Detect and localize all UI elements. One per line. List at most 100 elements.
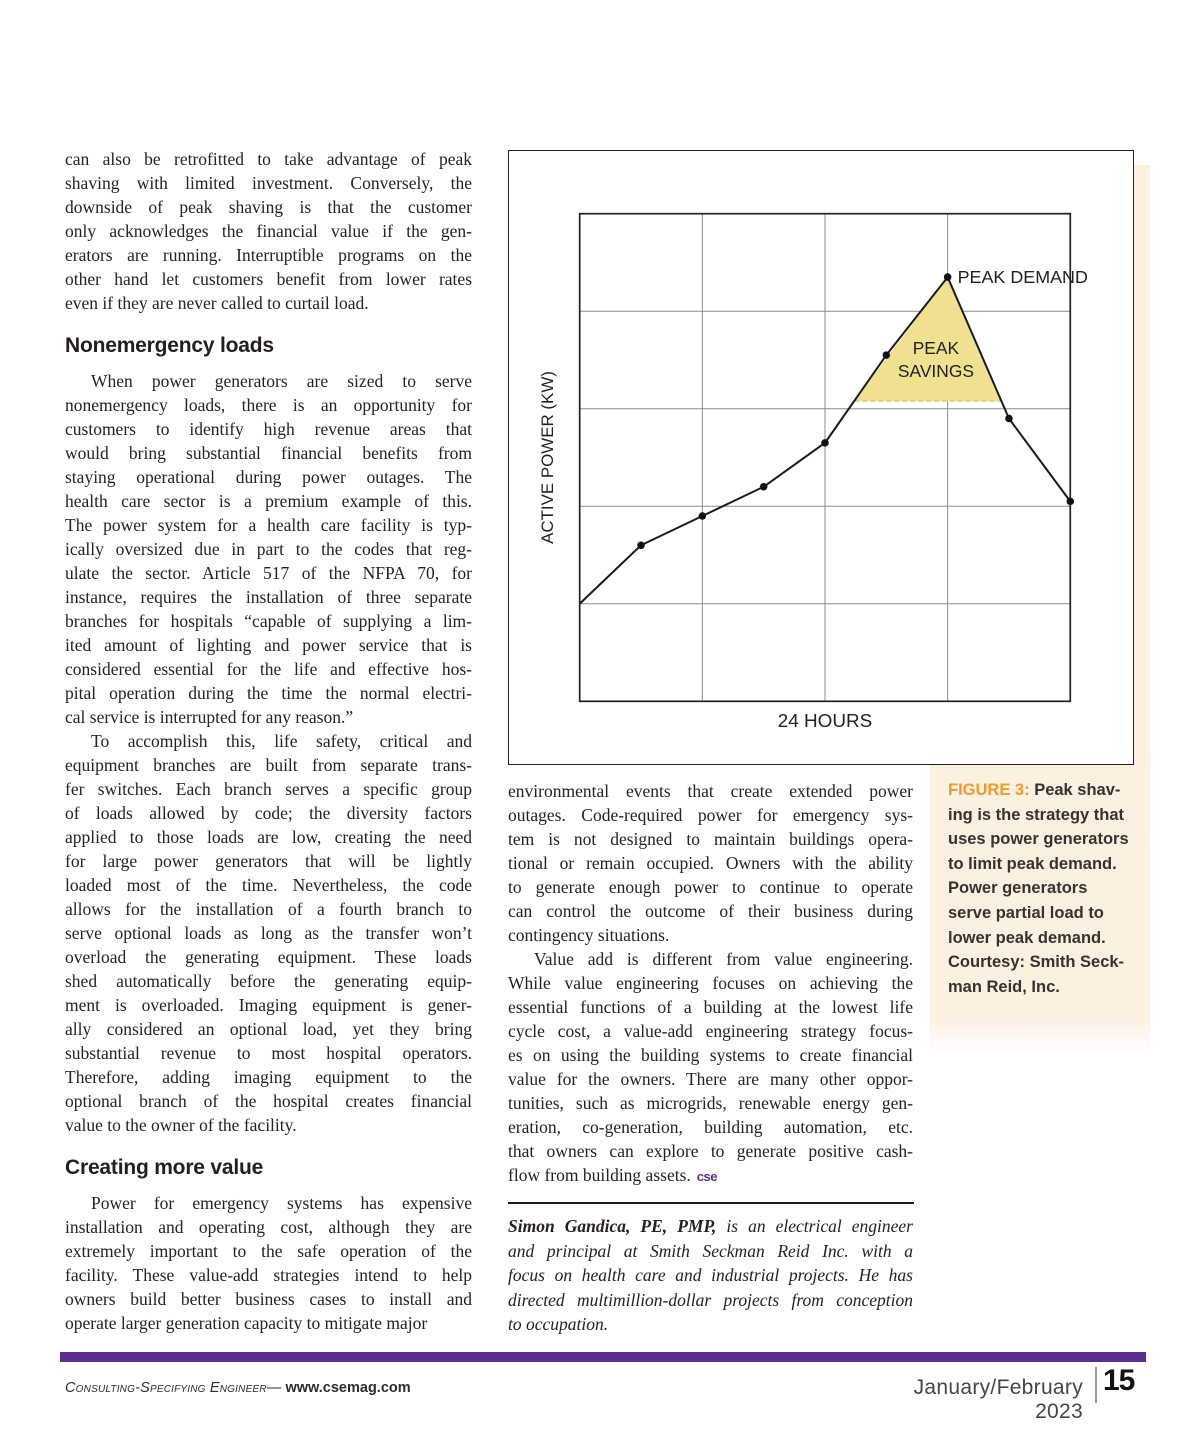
footer-divider [1095,1367,1097,1403]
text-line: Value add is different from value engine… [534,949,913,969]
bio-line: to occupation. [508,1314,609,1335]
data-point [698,512,707,520]
text-line: health care sector is a premium example … [65,491,472,511]
text-line: contingency situations. [508,925,670,945]
text-line: optional branch of the hospital creates … [65,1091,472,1111]
text-line: ically oversized due in part to the code… [65,539,472,559]
peak-savings-label-line2: SAVINGS [898,361,974,381]
text-line: Therefore, adding imaging equipment to t… [65,1067,472,1087]
data-point [1066,497,1075,506]
text-line: facility. These value-add strategies int… [65,1265,472,1285]
middle-column: environmental events that create extende… [508,779,913,1187]
text-line: loaded most of the time. Nevertheless, t… [65,875,472,895]
data-point [943,273,952,281]
text-line: branches for hospitals “capable of suppl… [65,611,472,631]
caption-line: serve partial load to [948,903,1104,922]
caption-line: lower peak demand. [948,928,1106,947]
footer-magazine: Consulting-Specifying Engineer— www.csem… [65,1380,411,1396]
text-line: substantial revenue to most hospital ope… [65,1043,472,1063]
text-line: other hand let customers benefit from lo… [65,269,472,289]
text-line: owners build better business cases to in… [65,1289,472,1309]
data-point [1005,414,1013,423]
text-line: customers to identify high revenue areas… [65,419,472,439]
figure-caption: FIGURE 3: Peak shav-ing is the strategy … [948,778,1140,999]
caption-line: Courtesy: Smith Seck- [948,953,1125,972]
paragraph: Power for emergency systems has expensiv… [65,1191,472,1335]
paragraph: can also be retrofitted to take advantag… [65,147,472,315]
text-line: fer switches. Each branch serves a speci… [65,779,472,799]
data-point [637,541,645,550]
caption-line: FIGURE 3: Peak shav- [948,781,1121,799]
caption-line: ing is the strategy that [948,805,1125,824]
text-line: essential functions of a building at the… [508,997,913,1017]
text-line: flow from building assets. cse [508,1165,717,1185]
text-line: considered essential for the life and ef… [65,659,472,679]
paragraph: environmental events that create extende… [508,779,913,947]
data-point [759,482,768,491]
text-line: When power generators are sized to serve [91,371,472,391]
left-column: can also be retrofitted to take advantag… [65,147,472,1335]
magazine-url: www.csemag.com [285,1380,411,1396]
paragraph: When power generators are sized to serve… [65,369,472,729]
text-line: While value engineering focuses on achie… [508,973,913,993]
caption-line: man Reid, Inc. [948,977,1060,996]
figure-3-chart: PEAK DEMAND PEAK SAVINGS 24 HOURS ACTIVE POW… [508,150,1134,765]
text-line: equipment branches are built from separa… [65,755,472,775]
bio-line: directed multimillion-dollar projects fr… [508,1289,913,1310]
peak-shaving-chart: PEAK DEMAND PEAK SAVINGS 24 HOURS ACTIVE POW… [538,212,1088,732]
peak-savings-area [854,277,1002,401]
text-line: ited amount of lighting and power servic… [65,635,472,655]
text-line: shaving with limited investment. Convers… [65,173,472,193]
caption-line: Power generators [948,879,1088,898]
caption-line: uses power generators [948,830,1129,849]
page-number: 15 [1103,1364,1135,1397]
caption-line: to limit peak demand. [948,854,1117,873]
text-line: erators are running. Interruptible progr… [65,245,472,265]
text-line: can control the outcome of their busines… [508,901,913,921]
paragraph: Value add is different from value engine… [508,947,913,1187]
text-line: value for the owners. There are many oth… [508,1069,913,1089]
peak-savings-label-line1: PEAK [913,338,960,358]
text-line: operate larger generation capacity to mi… [65,1313,428,1333]
magazine-name: Consulting-Specifying Engineer— [65,1380,282,1396]
x-axis-label: 24 HOURS [778,711,872,732]
section-heading: Nonemergency loads [65,334,274,357]
text-line: allows for the installation of a fourth … [65,899,472,919]
bio-line: and principal at Smith Seckman Reid Inc.… [508,1240,913,1261]
author-bio: Simon Gandica, PE, PMP, is an electrical… [508,1214,913,1337]
figure-label: FIGURE 3: [948,781,1035,799]
issue-date: January/February 2023 [913,1376,1083,1423]
text-line: environmental events that create extende… [508,781,913,801]
text-line: tem is not designed to maintain building… [508,829,913,849]
text-line: can also be retrofitted to take advantag… [65,149,472,169]
text-line: The power system for a health care facil… [65,515,472,535]
text-line: tional or remain occupied. Owners with t… [508,853,913,873]
text-line: even if they are never called to curtail… [65,293,369,313]
text-line: tunities, such as microgrids, renewable … [508,1093,913,1113]
text-line: To accomplish this, life safety, critica… [91,731,472,751]
text-line: shed automatically before the generating… [65,971,472,991]
text-line: serve optional loads as long as the tran… [65,923,472,943]
text-line: would bring substantial financial benefi… [65,443,472,463]
text-line: ally considered an optional load, yet th… [65,1019,472,1039]
data-point [821,439,829,447]
plot-border [578,212,1072,703]
y-axis-label: ACTIVE POWER (KW) [538,371,557,544]
text-line: pital operation during the time the norm… [65,683,472,703]
text-line: that owners can explore to generate posi… [508,1141,913,1161]
peak-demand-label: PEAK DEMAND [958,267,1088,287]
text-line: applied to those loads are low, creating… [65,827,472,847]
text-line: outages. Code-required power for emergen… [508,805,913,825]
bio-line: focus on health care and industrial proj… [508,1265,913,1286]
text-line: ment is overloaded. Imaging equipment is… [65,995,472,1015]
bio-divider [508,1202,914,1204]
text-line: nonemergency loads, there is an opportun… [65,395,472,415]
text-line: installation and operating cost, althoug… [65,1217,472,1237]
bio-author-name: Simon Gandica, PE, PMP, [508,1216,727,1236]
text-line: es on using the building systems to crea… [508,1045,913,1065]
text-line: to generate enough power to continue to … [508,877,913,897]
text-line: value to the owner of the facility. [65,1115,297,1135]
paragraph: To accomplish this, life safety, critica… [65,729,472,1137]
text-line: overload the generating equipment. These… [65,947,472,967]
